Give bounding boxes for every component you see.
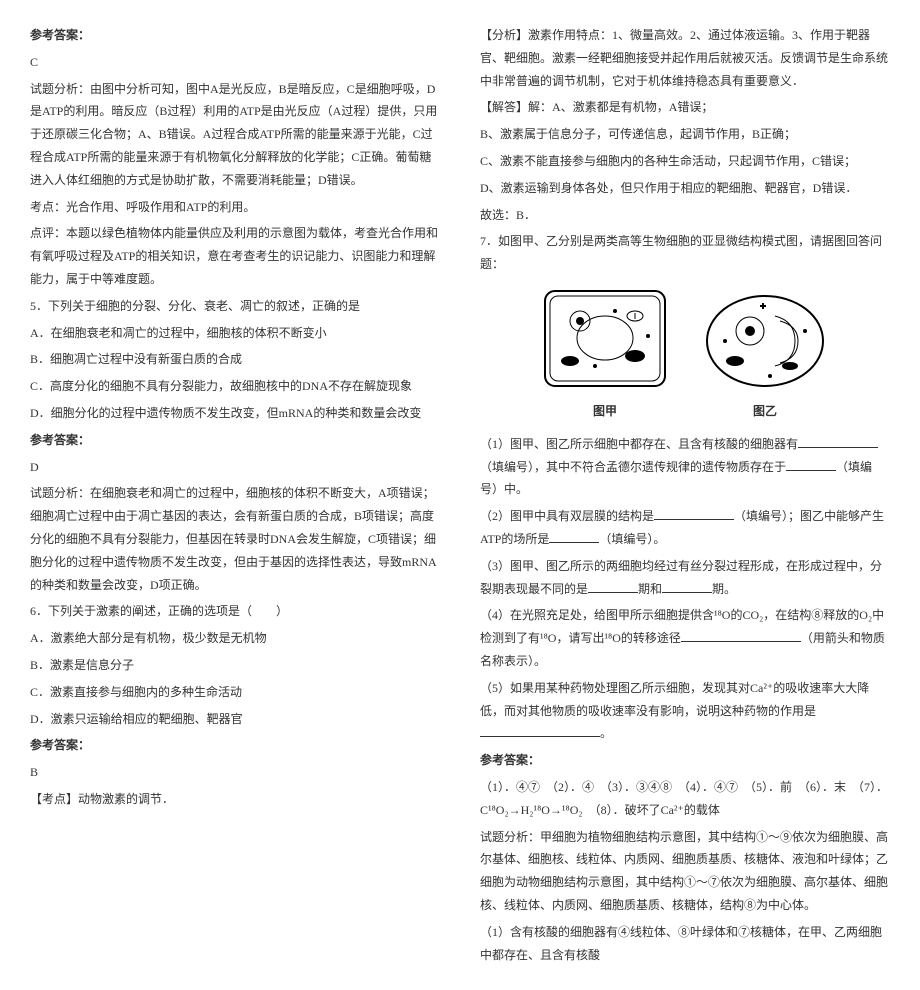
answer-letter: C <box>30 51 440 74</box>
fenxi-text: 激素作用特点：1、微量高效。2、通过体液运输。3、作用于靶器官、靶细胞。激素一经… <box>480 28 888 88</box>
jieda-select: 故选：B． <box>480 204 890 227</box>
analysis-label: 试题分析： <box>30 82 90 96</box>
kaodian-label-6: 【考点】 <box>30 792 78 806</box>
figure-caption-jia: 图甲 <box>540 400 670 423</box>
ref-answer-heading-4: 参考答案： <box>480 749 890 772</box>
figure-row: 图甲 图乙 <box>480 286 890 423</box>
q7-2a: （2）图甲中具有双层膜的结构是 <box>480 509 654 523</box>
answer-7: （1）．④⑦ （2）．④ （3）．③④⑧ （4）．④⑦ （5）．前 （6）．末 … <box>480 776 890 822</box>
ref-answer-heading-3: 参考答案： <box>30 734 440 757</box>
figure-yi: 图乙 <box>700 286 830 423</box>
blank <box>654 507 734 520</box>
answer-letter-6: B <box>30 761 440 784</box>
dianping-text: 本题以绿色植物体内能量供应及利用的示意图为载体，考查光合作用和有氧呼吸过程及AT… <box>30 226 438 286</box>
analysis-text-7: 甲细胞为植物细胞结构示意图，其中结构①～⑨依次为细胞膜、高尔基体、细胞核、线粒体… <box>480 830 888 912</box>
analysis-5: 试题分析：在细胞衰老和凋亡的过程中，细胞核的体积不断变大，A项错误；细胞凋亡过程… <box>30 482 440 596</box>
analysis-text: 由图中分析可知，图中A是光反应，B是暗反应，C是细胞呼吸，D是ATP的利用。暗反… <box>30 82 437 187</box>
page-root: 参考答案： C 试题分析：由图中分析可知，图中A是光反应，B是暗反应，C是细胞呼… <box>30 20 890 970</box>
jieda-prefix: 解： <box>528 100 552 114</box>
q7-5b: 。 <box>600 726 612 740</box>
q7-3c: 期。 <box>712 582 736 596</box>
figure-caption-yi: 图乙 <box>700 400 830 423</box>
q7-3b: 期和 <box>638 582 662 596</box>
q5-opt-c: C．高度分化的细胞不具有分裂能力，故细胞核中的DNA不存在解旋现象 <box>30 375 440 398</box>
q5-opt-a: A．在细胞衰老和凋亡的过程中，细胞核的体积不断变小 <box>30 322 440 345</box>
q7-1: （1）图甲、图乙所示细胞中都存在、且含有核酸的细胞器有 （填编号），其中不符合孟德… <box>480 433 890 501</box>
ref-answer-heading: 参考答案： <box>30 24 440 47</box>
q6-opt-a: A．激素绝大部分是有机物，极少数是无机物 <box>30 627 440 650</box>
right-column: 【分析】激素作用特点：1、微量高效。2、通过体液运输。3、作用于靶器官、靶细胞。… <box>480 20 890 970</box>
q5-opt-b: B．细胞凋亡过程中没有新蛋白质的合成 <box>30 348 440 371</box>
sub-1: （1）含有核酸的细胞器有④线粒体、⑧叶绿体和⑦核糖体，在甲、乙两细胞中都存在、且… <box>480 921 890 967</box>
q7-1b: （填编号），其中不符合孟德尔遗传规律的遗传物质存在于 <box>480 460 786 474</box>
blank <box>798 435 878 448</box>
q6-opt-b: B．激素是信息分子 <box>30 654 440 677</box>
analysis-1: 试题分析：由图中分析可知，图中A是光反应，B是暗反应，C是细胞呼吸，D是ATP的… <box>30 78 440 192</box>
fenxi-label: 【分析】 <box>480 28 528 42</box>
ref-answer-heading-2: 参考答案： <box>30 429 440 452</box>
jieda-b: B、激素属于信息分子，可传递信息，起调节作用，B正确； <box>480 123 890 146</box>
analysis-7: 试题分析：甲细胞为植物细胞结构示意图，其中结构①～⑨依次为细胞膜、高尔基体、细胞… <box>480 826 890 917</box>
blank <box>662 580 712 593</box>
blank <box>681 629 801 642</box>
kaodian-6: 【考点】动物激素的调节． <box>30 788 440 811</box>
left-column: 参考答案： C 试题分析：由图中分析可知，图中A是光反应，B是暗反应，C是细胞呼… <box>30 20 440 970</box>
blank <box>549 530 599 543</box>
analysis-text-5: 在细胞衰老和凋亡的过程中，细胞核的体积不断变大，A项错误；细胞凋亡过程中由于凋亡… <box>30 486 437 591</box>
kaodian: 考点：光合作用、呼吸作用和ATP的利用。 <box>30 196 440 219</box>
q7-3: （3）图甲、图乙所示的两细胞均经过有丝分裂过程形成，在形成过程中，分裂期表现最不… <box>480 555 890 601</box>
dianping: 点评：本题以绿色植物体内能量供应及利用的示意图为载体，考查光合作用和有氧呼吸过程… <box>30 222 440 290</box>
q7-2c: （填编号）。 <box>599 532 665 546</box>
analysis-label-7: 试题分析： <box>480 830 540 844</box>
kaodian-text: 光合作用、呼吸作用和ATP的利用。 <box>66 200 255 214</box>
q7-4: （4）在光照充足处，给图甲所示细胞提供含¹⁸O的CO₂，在结构⑧释放的O₂中检测… <box>480 604 890 672</box>
q5-opt-d: D．细胞分化的过程中遗传物质不发生改变，但mRNA的种类和数量会改变 <box>30 402 440 425</box>
blank <box>786 458 836 471</box>
q6-opt-c: C．激素直接参与细胞内的多种生命活动 <box>30 681 440 704</box>
jieda-a: A、激素都是有机物，A错误； <box>552 100 713 114</box>
figure-jia: 图甲 <box>540 286 670 423</box>
animal-cell-icon <box>700 286 830 396</box>
q6-stem: 6．下列关于激素的阐述，正确的选项是（ ） <box>30 600 440 623</box>
jieda-d: D、激素运输到身体各处，但只作用于相应的靶细胞、靶器官，D错误． <box>480 177 890 200</box>
q7-stem: 7．如图甲、乙分别是两类高等生物细胞的亚显微结构模式图，请据图回答问题： <box>480 230 890 276</box>
q7-5: （5）如果用某种药物处理图乙所示细胞，发现其对Ca²⁺的吸收速率大大降低，而对其… <box>480 677 890 745</box>
plant-cell-icon <box>540 286 670 396</box>
blank <box>588 580 638 593</box>
q7-5a: （5）如果用某种药物处理图乙所示细胞，发现其对Ca²⁺的吸收速率大大降低，而对其… <box>480 681 869 718</box>
fenxi: 【分析】激素作用特点：1、微量高效。2、通过体液运输。3、作用于靶器官、靶细胞。… <box>480 24 890 92</box>
q7-2: （2）图甲中具有双层膜的结构是（填编号）；图乙中能够产生ATP的场所是（填编号）… <box>480 505 890 551</box>
blank <box>480 724 600 737</box>
jieda-c: C、激素不能直接参与细胞内的各种生命活动，只起调节作用，C错误； <box>480 150 890 173</box>
analysis-label-5: 试题分析： <box>30 486 90 500</box>
answer-letter-5: D <box>30 456 440 479</box>
kaodian-text-6: 动物激素的调节． <box>78 792 174 806</box>
jieda-line-a: 【解答】解：A、激素都是有机物，A错误； <box>480 96 890 119</box>
kaodian-label: 考点： <box>30 200 66 214</box>
jieda-label: 【解答】 <box>480 100 528 114</box>
q7-1a: （1）图甲、图乙所示细胞中都存在、且含有核酸的细胞器有 <box>480 437 798 451</box>
dianping-label: 点评： <box>30 226 66 240</box>
q5-stem: 5．下列关于细胞的分裂、分化、衰老、凋亡的叙述，正确的是 <box>30 295 440 318</box>
q6-opt-d: D．激素只运输给相应的靶细胞、靶器官 <box>30 708 440 731</box>
